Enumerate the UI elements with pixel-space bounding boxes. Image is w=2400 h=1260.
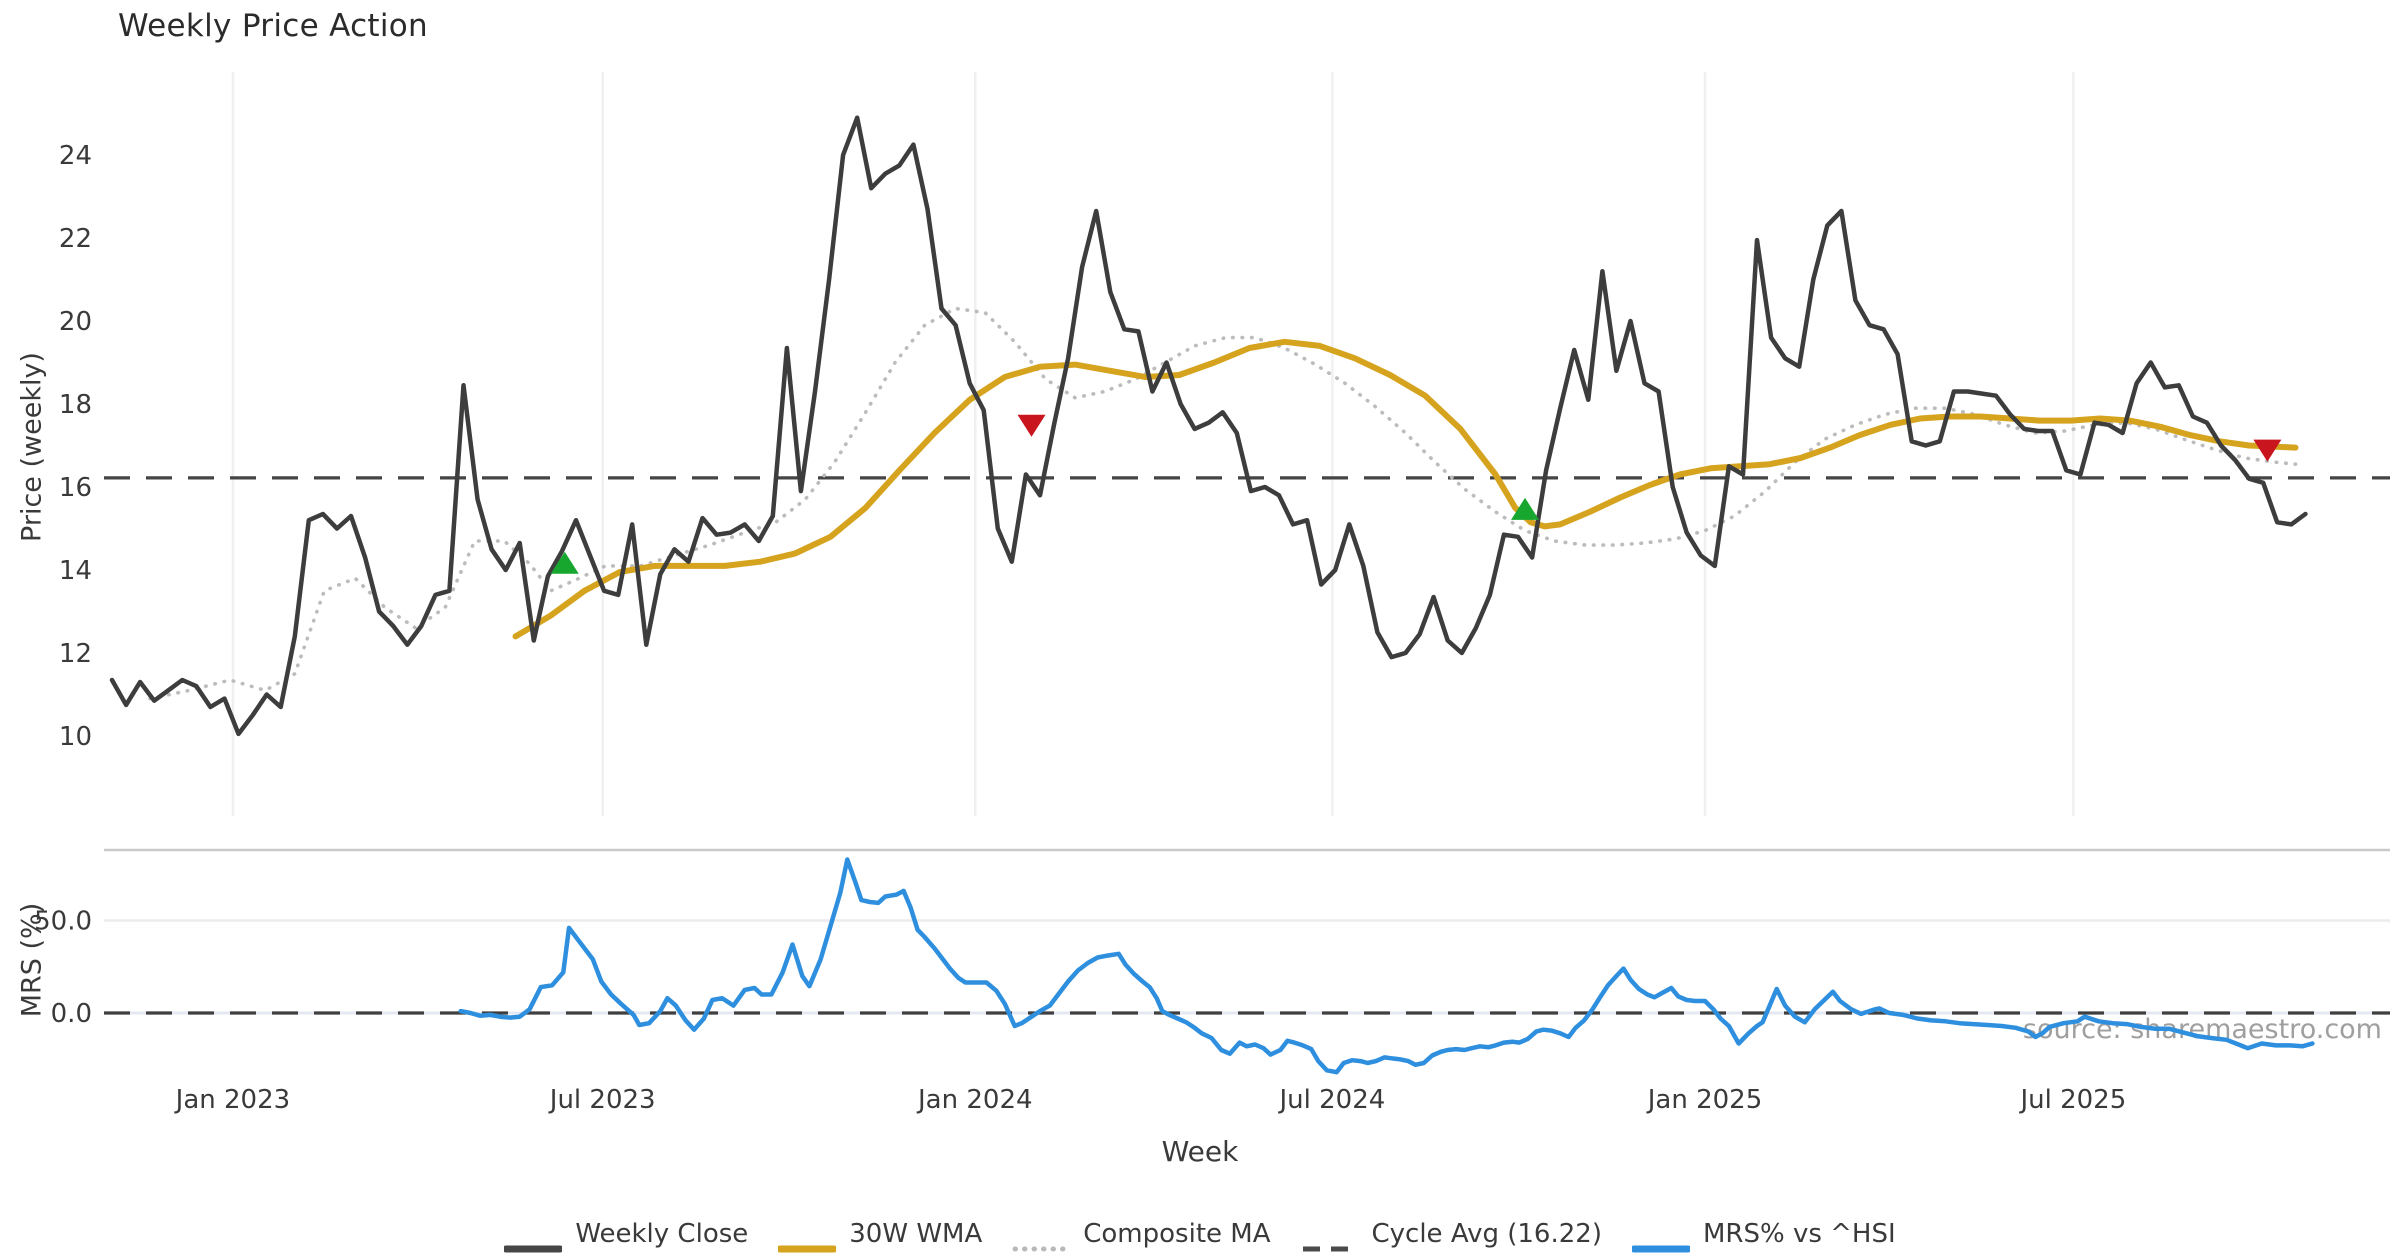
x-tick-label: Jan 2024	[916, 1085, 1033, 1115]
wma-line	[512, 338, 2299, 640]
legend: Weekly Close 30W WMA Composite MA Cycle …	[0, 1219, 2400, 1253]
mrs-ytick-label: 0.0	[51, 999, 92, 1029]
price-ytick-label: 14	[59, 556, 92, 586]
legend-item-cycle-avg: Cycle Avg (16.22)	[1301, 1219, 1602, 1252]
weekly-close-line-icon	[502, 1230, 564, 1253]
weekly-close-line	[109, 115, 2308, 737]
composite-ma-dotted-line-icon	[1012, 1230, 1070, 1252]
price-ytick-label: 24	[59, 141, 92, 171]
chart-title: Weekly Price Action	[118, 8, 429, 44]
x-axis-label: Week	[1161, 1135, 1239, 1168]
cycle-avg-dashed-line-icon	[1301, 1230, 1359, 1252]
legend-item-composite-ma: Composite MA	[1012, 1219, 1271, 1252]
price-ytick-label: 16	[59, 473, 92, 503]
mrs-line-icon	[1630, 1230, 1692, 1253]
x-tick-label: Jan 2023	[174, 1085, 291, 1115]
x-tick-label: Jul 2024	[1278, 1085, 1386, 1115]
legend-label: Composite MA	[1083, 1219, 1271, 1249]
mrs-axis-label: MRS (%)	[16, 902, 48, 1018]
legend-label: Cycle Avg (16.22)	[1371, 1219, 1602, 1249]
price-ytick-label: 22	[59, 224, 92, 254]
sell-signal-marker	[2253, 439, 2282, 462]
legend-label: Weekly Close	[575, 1219, 749, 1249]
legend-item-mrs: MRS% vs ^HSI	[1630, 1219, 1896, 1253]
composite-ma-line	[148, 306, 2298, 701]
x-tick-label: Jul 2023	[548, 1085, 656, 1115]
price-ytick-label: 12	[59, 639, 92, 669]
sell-signal-marker	[1017, 414, 1046, 437]
legend-item-30w-wma: 30W WMA	[776, 1219, 983, 1253]
buy-signal-marker	[1511, 497, 1540, 520]
price-axis-label: Price (weekly)	[16, 352, 48, 542]
legend-label: MRS% vs ^HSI	[1702, 1219, 1896, 1249]
mrs-line	[458, 857, 2315, 1075]
legend-item-weekly-close: Weekly Close	[502, 1219, 749, 1253]
price-ytick-label: 18	[59, 390, 92, 420]
x-tick-label: Jul 2025	[2018, 1085, 2126, 1115]
price-ytick-label: 10	[59, 722, 92, 752]
wma-line-icon	[776, 1230, 838, 1253]
mrs-ytick-label: 50.0	[34, 907, 92, 937]
legend-label: 30W WMA	[849, 1219, 983, 1249]
x-tick-label: Jan 2025	[1646, 1085, 1763, 1115]
price-ytick-label: 20	[59, 307, 92, 337]
buy-signal-marker	[550, 551, 579, 574]
